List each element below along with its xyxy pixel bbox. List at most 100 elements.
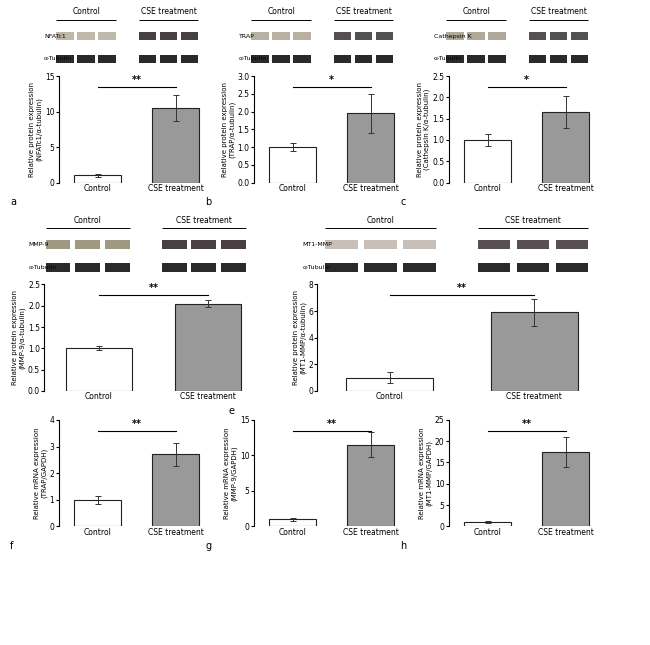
Bar: [160, 32, 177, 41]
Bar: [529, 32, 546, 41]
Bar: [355, 32, 372, 41]
Text: h: h: [400, 541, 406, 551]
Text: **: **: [148, 284, 159, 293]
Bar: [488, 32, 506, 41]
Bar: [192, 263, 216, 272]
Bar: [334, 55, 351, 63]
Bar: [346, 377, 433, 391]
Text: b: b: [205, 197, 211, 208]
Bar: [252, 32, 269, 41]
Text: α-Tubulin: α-Tubulin: [29, 264, 57, 270]
Bar: [252, 55, 269, 63]
Bar: [153, 455, 200, 526]
Text: Control: Control: [267, 8, 295, 16]
Bar: [467, 32, 485, 41]
Bar: [464, 140, 511, 183]
Text: α-Tubulin: α-Tubulin: [302, 264, 330, 270]
Text: CSE treatment: CSE treatment: [505, 216, 561, 224]
Text: Control: Control: [462, 8, 490, 16]
Text: NFATc1: NFATc1: [44, 34, 66, 39]
Text: **: **: [522, 419, 532, 429]
Bar: [221, 240, 246, 249]
Bar: [162, 240, 187, 249]
Text: **: **: [132, 75, 142, 85]
Bar: [550, 55, 567, 63]
Text: CSE treatment: CSE treatment: [530, 8, 586, 16]
Bar: [181, 32, 198, 41]
Bar: [74, 175, 121, 183]
Bar: [550, 32, 567, 41]
Text: TRAP: TRAP: [239, 34, 255, 39]
Bar: [403, 240, 436, 249]
Bar: [74, 500, 121, 526]
Bar: [272, 55, 290, 63]
Bar: [348, 114, 395, 183]
Y-axis label: Relative protein expression
(MT1-MMP/α-tubulin): Relative protein expression (MT1-MMP/α-t…: [292, 290, 306, 385]
Bar: [348, 445, 395, 526]
Bar: [293, 32, 311, 41]
Bar: [269, 519, 316, 526]
Text: α-Tubulin: α-Tubulin: [434, 56, 462, 61]
Text: Control: Control: [367, 216, 394, 224]
Bar: [98, 55, 116, 63]
Bar: [105, 263, 130, 272]
Text: α-Tubulin: α-Tubulin: [44, 56, 72, 61]
Bar: [139, 55, 156, 63]
Bar: [66, 348, 132, 391]
Bar: [57, 55, 74, 63]
Bar: [334, 32, 351, 41]
Text: Control: Control: [72, 8, 100, 16]
Bar: [488, 55, 506, 63]
Bar: [75, 263, 100, 272]
Text: e: e: [228, 406, 234, 416]
Bar: [325, 263, 358, 272]
Bar: [517, 263, 549, 272]
Bar: [376, 32, 393, 41]
Text: a: a: [10, 197, 16, 208]
Bar: [467, 55, 485, 63]
Bar: [77, 55, 95, 63]
Y-axis label: Relative mRNA expression
(MMP-9/GAPDH): Relative mRNA expression (MMP-9/GAPDH): [224, 427, 238, 519]
Bar: [556, 240, 588, 249]
Text: c: c: [400, 197, 406, 208]
Text: α-Tubulin: α-Tubulin: [239, 56, 267, 61]
Text: MMP-9: MMP-9: [29, 242, 49, 247]
Bar: [57, 32, 74, 41]
Bar: [160, 55, 177, 63]
Bar: [447, 32, 464, 41]
Bar: [478, 263, 510, 272]
Bar: [364, 263, 396, 272]
Bar: [571, 55, 588, 63]
Bar: [543, 112, 590, 183]
Text: Cathepsin K: Cathepsin K: [434, 34, 472, 39]
Bar: [478, 240, 510, 249]
Text: CSE treatment: CSE treatment: [140, 8, 196, 16]
Y-axis label: Relative protein expression
(NFATc1/α-tubulin): Relative protein expression (NFATc1/α-tu…: [29, 82, 43, 177]
Bar: [272, 32, 290, 41]
Bar: [529, 55, 546, 63]
Bar: [556, 263, 588, 272]
Text: *: *: [525, 75, 529, 85]
Y-axis label: Relative mRNA expression
(TRAP/GAPDH): Relative mRNA expression (TRAP/GAPDH): [34, 427, 47, 519]
Text: CSE treatment: CSE treatment: [335, 8, 391, 16]
Text: CSE treatment: CSE treatment: [176, 216, 232, 224]
Bar: [98, 32, 116, 41]
Bar: [571, 32, 588, 41]
Bar: [293, 55, 311, 63]
Text: g: g: [205, 541, 211, 551]
Bar: [75, 240, 100, 249]
Bar: [105, 240, 130, 249]
Text: **: **: [457, 284, 467, 293]
Bar: [517, 240, 549, 249]
Bar: [447, 55, 464, 63]
Text: MT1-MMP: MT1-MMP: [302, 242, 332, 247]
Text: *: *: [330, 75, 334, 85]
Y-axis label: Relative protein expression
(Cathepsin K/α-tubulin): Relative protein expression (Cathepsin K…: [417, 82, 430, 177]
Bar: [221, 263, 246, 272]
Y-axis label: Relative mRNA expression
(MT1-MMP/GAPDH): Relative mRNA expression (MT1-MMP/GAPDH): [419, 427, 433, 519]
Bar: [153, 108, 200, 183]
Bar: [325, 240, 358, 249]
Bar: [543, 452, 590, 526]
Text: f: f: [10, 541, 14, 551]
Bar: [77, 32, 95, 41]
